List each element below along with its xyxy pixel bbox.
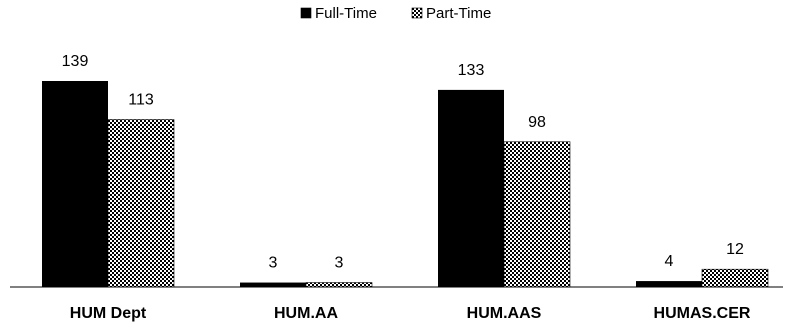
data-label-full-time-3: 4 [665,253,674,270]
category-label-0: HUM Dept [70,305,147,322]
category-labels-group: HUM Dept HUM.AA HUM.AAS HUMAS.CER [70,305,751,322]
legend-label-full-time: Full-Time [315,5,377,22]
bar-part-time-2 [503,141,571,288]
data-label-full-time-2: 133 [458,62,485,79]
data-label-part-time-3: 12 [726,241,744,258]
data-label-full-time-0: 139 [62,53,89,70]
category-label-1: HUM.AA [274,305,338,322]
bar-part-time-3 [701,268,769,288]
data-label-full-time-1: 3 [269,255,278,272]
legend: Full-Time Part-Time [300,5,491,22]
bars-group [42,81,769,288]
bar-part-time-1 [305,282,373,288]
legend-swatch-part-time [411,7,423,19]
category-label-3: HUMAS.CER [654,305,751,322]
bar-full-time-2 [438,89,504,287]
bar-full-time-1 [240,282,306,287]
category-label-2: HUM.AAS [467,305,542,322]
bar-part-time-0 [107,119,175,288]
legend-swatch-full-time [300,7,312,19]
data-labels-group: 139 113 3 3 133 98 4 12 [62,53,744,272]
legend-label-part-time: Part-Time [426,5,491,22]
bar-full-time-3 [636,281,702,287]
data-label-part-time-2: 98 [528,114,546,131]
data-label-part-time-0: 113 [128,92,154,109]
bar-full-time-0 [42,81,108,287]
data-label-part-time-1: 3 [335,255,344,272]
